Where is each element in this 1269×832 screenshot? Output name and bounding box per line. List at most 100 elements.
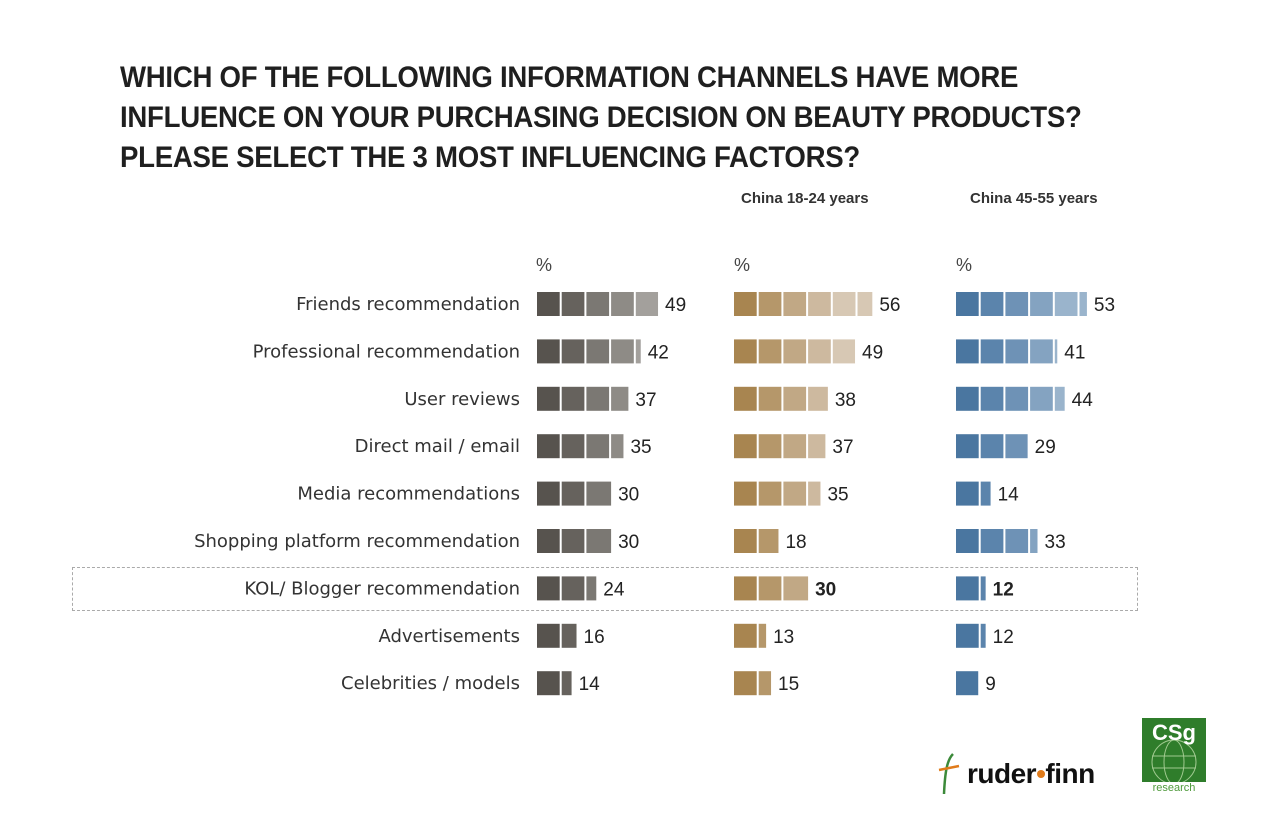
value-label: 30 (618, 532, 639, 553)
bar-segment (980, 529, 1004, 553)
value-label: 13 (773, 627, 794, 648)
bar-segment (586, 292, 610, 316)
bar-segment (1030, 386, 1053, 411)
bar-segment (758, 386, 782, 411)
bar-segment (537, 576, 560, 601)
bar-segment (758, 576, 782, 601)
category-label: KOL/ Blogger recommendation (244, 578, 520, 599)
bar-segment (586, 434, 610, 459)
bar-segment (956, 434, 979, 459)
bar-segment (1005, 434, 1028, 459)
bar-segment (783, 576, 809, 601)
bar-segment (734, 339, 757, 364)
bar-segment (734, 671, 757, 696)
column-header-18-24: China 18-24 years (741, 190, 869, 207)
bar-segment (1054, 292, 1078, 316)
csg-subtitle: research (1152, 782, 1196, 794)
bar-segment (980, 434, 1004, 459)
category-label: Friends recommendation (296, 294, 520, 315)
ruder-finn-mark-icon (938, 753, 960, 795)
bar-segment (1005, 529, 1029, 553)
ruder-finn-text-2: finn (1045, 758, 1095, 789)
bar-segment (734, 292, 757, 316)
ruder-finn-logo: ruder•finn (935, 750, 1095, 798)
bar-segment (956, 576, 979, 601)
bar-segment (1054, 339, 1058, 364)
unit-label-group-1: % (536, 255, 553, 275)
bar-segment (783, 481, 807, 506)
bar-segment (734, 529, 757, 553)
bar-segment (611, 339, 634, 364)
bar-segment (1005, 292, 1029, 316)
value-label: 35 (630, 437, 651, 458)
ruder-finn-dot: • (1036, 758, 1046, 789)
bar-segment (586, 529, 612, 553)
value-label: 29 (1035, 437, 1056, 458)
category-label: Media recommendations (297, 484, 520, 505)
bar-segment (561, 576, 585, 601)
chart-title: WHICH OF THE FOLLOWING INFORMATION CHANN… (120, 61, 1082, 174)
bar-segment (561, 481, 585, 506)
value-label: 14 (998, 485, 1020, 506)
value-label: 41 (1064, 342, 1085, 363)
value-label: 12 (993, 627, 1014, 648)
csg-mark: CSg (1152, 720, 1196, 745)
bar-segment (783, 434, 807, 459)
bar-segment (980, 292, 1004, 316)
bar-segment (758, 434, 782, 459)
bar-segment (808, 434, 826, 459)
bar-segment (611, 386, 629, 411)
bar-segment (537, 339, 560, 364)
bar-segment (758, 481, 782, 506)
bar-segment (956, 529, 979, 553)
bar-segment (1030, 529, 1038, 553)
value-label: 33 (1045, 532, 1066, 553)
value-label: 53 (1094, 295, 1115, 316)
value-label: 30 (815, 579, 836, 600)
column-header-45-55: China 45-55 years (970, 190, 1098, 207)
bar-segment (956, 386, 979, 411)
value-label: 56 (879, 295, 900, 316)
category-label: Advertisements (378, 626, 520, 647)
unit-label-group-2: % (734, 255, 751, 275)
bar-segment (956, 671, 979, 696)
bar-segment (980, 339, 1004, 364)
bar-segment (758, 671, 772, 696)
bar-segment (956, 623, 979, 648)
value-label: 35 (827, 485, 848, 506)
value-label: 49 (665, 295, 686, 316)
bar-segment (758, 339, 782, 364)
bar-segment (635, 339, 641, 364)
bar-segment (1005, 386, 1029, 411)
bar-segment (537, 386, 560, 411)
bar-segment (611, 292, 634, 316)
bar-segment (635, 292, 659, 316)
bar-segment (980, 481, 991, 506)
bar-segment (586, 576, 597, 601)
bar-segment (956, 481, 979, 506)
value-label: 42 (648, 342, 669, 363)
bar-segment (758, 529, 779, 553)
bar-segment (783, 339, 807, 364)
bar-segment (561, 292, 585, 316)
bar-segment (537, 623, 560, 648)
value-label: 9 (985, 674, 996, 695)
category-label: Professional recommendation (253, 341, 520, 362)
value-label: 37 (832, 437, 853, 458)
bar-segment (561, 623, 577, 648)
bar-segment (611, 434, 624, 459)
bar-segment (956, 292, 979, 316)
bar-segment (537, 292, 560, 316)
csg-research-logo: CSg research (1142, 718, 1208, 796)
bar-segment (808, 292, 831, 316)
value-label: 44 (1072, 390, 1094, 411)
value-label: 15 (778, 674, 799, 695)
value-label: 38 (835, 390, 856, 411)
bar-segment (586, 481, 612, 506)
value-label: 18 (785, 532, 806, 553)
bar-segment (561, 671, 572, 696)
bar-segment (1054, 386, 1065, 411)
bar-segment (561, 386, 585, 411)
bar-segment (1005, 339, 1029, 364)
bar-segment (808, 339, 831, 364)
